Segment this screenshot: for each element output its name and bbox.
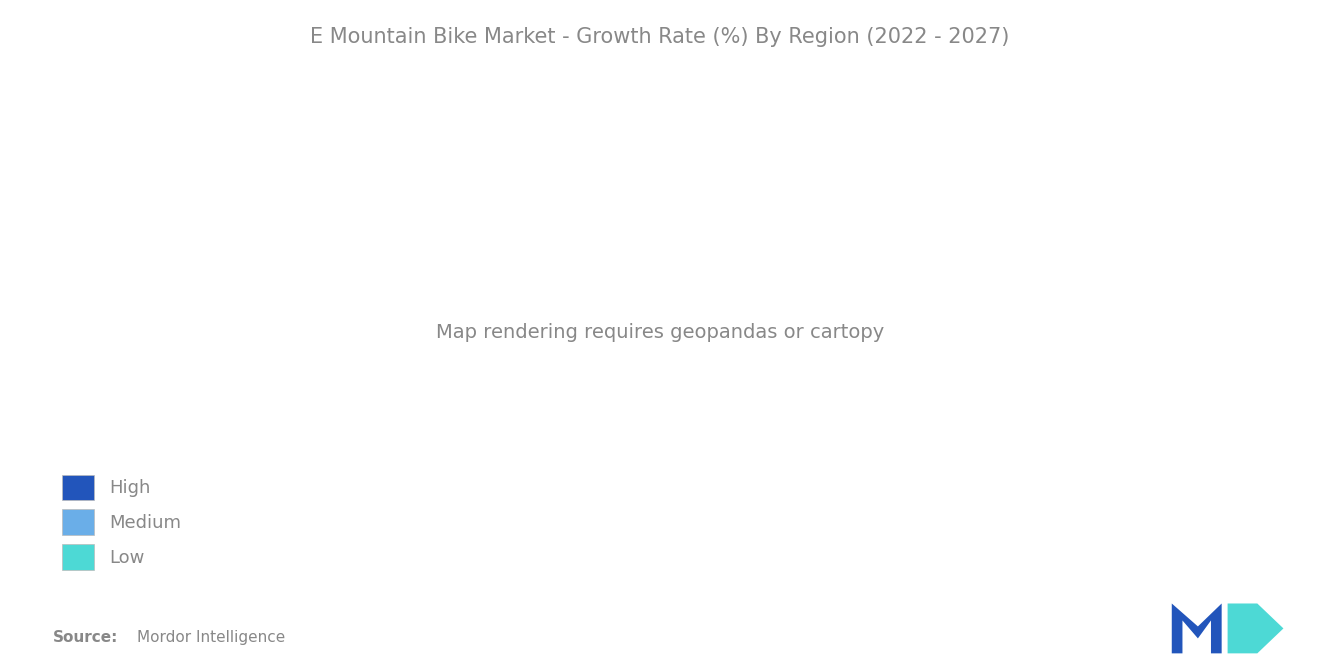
Text: Source:: Source:	[53, 630, 119, 645]
Polygon shape	[1172, 604, 1222, 653]
Text: Mordor Intelligence: Mordor Intelligence	[137, 630, 285, 645]
Polygon shape	[1228, 604, 1283, 653]
Legend: High, Medium, Low: High, Medium, Low	[62, 475, 181, 569]
Text: E Mountain Bike Market - Growth Rate (%) By Region (2022 - 2027): E Mountain Bike Market - Growth Rate (%)…	[310, 27, 1010, 47]
Text: Map rendering requires geopandas or cartopy: Map rendering requires geopandas or cart…	[436, 323, 884, 342]
